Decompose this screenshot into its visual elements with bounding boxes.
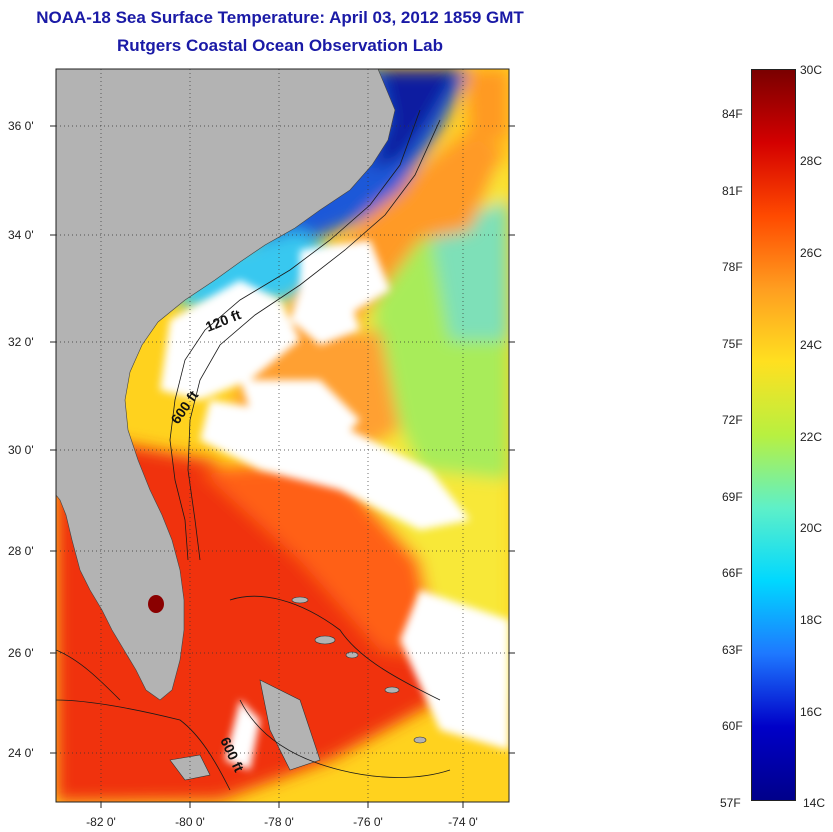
isobath-lines [56,109,451,791]
lon-tick-label: -78 0' [264,815,294,829]
lake-okeechobee [148,595,164,613]
land-mass [56,69,396,701]
coastal-cyan [170,230,340,310]
ne-orange [465,69,509,140]
lat-tick-label: 34 0' [8,228,34,242]
celsius-label: 28C [800,154,823,168]
map-subtitle: Rutgers Coastal Ocean Observation Lab [117,36,443,55]
celsius-label: 18C [800,613,823,627]
celsius-label: 24C [800,338,823,352]
lon-tick-label: -74 0' [448,815,478,829]
cloud-cover [160,240,509,770]
fahrenheit-label: 72F [722,413,743,427]
offshore-cyan-patch [430,200,509,340]
map-frame [55,68,510,803]
bahamas-islands [169,596,427,781]
fahrenheit-label: 57F [720,796,741,810]
lon-tick-label: -82 0' [86,815,116,829]
fahrenheit-label: 81F [722,184,743,198]
celsius-label: 26C [800,246,823,260]
lat-tick-label: 30 0' [8,443,34,457]
celsius-label: 16C [800,705,823,719]
lon-tick-label: -76 0' [353,815,383,829]
celsius-label: 14C [803,796,826,810]
fahrenheit-label: 60F [722,719,743,733]
fahrenheit-label: 75F [722,337,743,351]
fahrenheit-label: 69F [722,490,743,504]
lat-tick-label: 24 0' [8,746,34,760]
celsius-label: 22C [800,430,823,444]
lat-tick-label: 32 0' [8,335,34,349]
celsius-label: 30C [800,63,823,77]
lat-tick-label: 26 0' [8,646,34,660]
fahrenheit-label: 66F [722,566,743,580]
nc-deep-cold [370,69,460,170]
celsius-label: 20C [800,521,823,535]
lat-tick-label: 36 0' [8,119,34,133]
temperature-colorbar [751,69,796,801]
east-florida-orange [200,460,440,660]
fahrenheit-label: 63F [722,643,743,657]
lon-tick-label: -80 0' [175,815,205,829]
fahrenheit-label: 84F [722,107,743,121]
frame-ticks [50,125,515,808]
fahrenheit-label: 78F [722,260,743,274]
map-title: NOAA-18 Sea Surface Temperature: April 0… [36,8,524,27]
lat-tick-label: 28 0' [8,544,34,558]
